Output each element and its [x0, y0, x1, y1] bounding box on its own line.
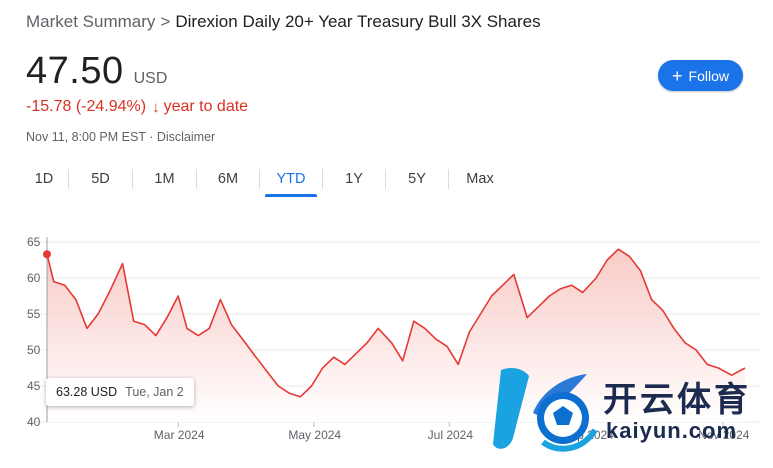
tab-divider	[448, 169, 449, 189]
watermark-logo: 开云体育 kaiyun.com	[483, 358, 773, 463]
x-tick-label: Jul 2024	[428, 428, 474, 442]
breadcrumb-current-security: Direxion Daily 20+ Year Treasury Bull 3X…	[175, 12, 541, 31]
tab-5d[interactable]: 5D	[91, 171, 110, 187]
x-tick-label: Nov 2024	[698, 428, 750, 442]
tooltip-date: Tue, Jan 2	[125, 385, 184, 399]
y-tick-label: 50	[27, 343, 41, 357]
tooltip-value: 63.28 USD	[56, 385, 118, 399]
price-change-period: year to date	[163, 98, 249, 115]
kaiyun-logo-icon	[493, 368, 598, 452]
y-tick-label: 45	[27, 379, 41, 393]
tab-1y[interactable]: 1Y	[345, 171, 363, 187]
quote-meta: Nov 11, 8:00 PM EST · Disclaimer	[26, 130, 215, 144]
y-tick-label: 60	[27, 271, 41, 285]
watermark-chinese-text: 开云体育	[603, 380, 751, 420]
plus-icon: +	[672, 65, 683, 86]
tab-ytd[interactable]: YTD	[260, 164, 322, 197]
y-tick-label: 40	[27, 415, 41, 429]
hover-point	[43, 250, 51, 259]
breadcrumb-separator: >	[160, 12, 171, 31]
tab-max[interactable]: Max	[466, 171, 494, 187]
tab-6m[interactable]: 6M	[217, 171, 239, 187]
x-tick-label: May 2024	[288, 428, 341, 442]
follow-button[interactable]: + Follow	[658, 60, 743, 91]
price-change-row: -15.78 (-24.94%) ↓ year to date	[26, 98, 248, 116]
tab-1d[interactable]: 1D	[34, 171, 54, 187]
follow-button-label: Follow	[688, 67, 729, 84]
tab-1m[interactable]: 1M	[154, 171, 175, 187]
watermark-url-text: kaiyun.com	[606, 418, 738, 443]
breadcrumb: Market Summary > Direxion Daily 20+ Year T…	[26, 12, 541, 32]
tab-5y[interactable]: 5Y	[408, 171, 426, 187]
y-axis-labels: 65 60 55 50 45 40	[27, 235, 41, 429]
range-tabs: 1D 5D 1M 6M YTD 1Y 5Y Max	[20, 164, 511, 198]
tab-divider	[259, 169, 260, 189]
price-row: 47.50 USD	[26, 50, 167, 93]
tab-divider	[322, 169, 323, 189]
arrow-down-icon: ↓	[152, 98, 160, 116]
tab-divider	[196, 169, 197, 189]
y-tick-label: 55	[27, 307, 41, 321]
tab-divider	[132, 169, 133, 189]
tab-divider	[385, 169, 386, 189]
price-currency: USD	[133, 70, 168, 87]
y-tick-label: 65	[27, 235, 41, 249]
current-price: 47.50	[26, 50, 124, 92]
price-change-value: -15.78 (-24.94%)	[26, 98, 147, 115]
quote-timestamp: Nov 11, 8:00 PM EST	[26, 130, 146, 144]
breadcrumb-market-summary-link[interactable]: Market Summary	[26, 12, 156, 31]
disclaimer-link[interactable]: Disclaimer	[156, 130, 216, 144]
tab-divider	[68, 169, 69, 189]
price-line	[46, 248, 746, 398]
chart-tooltip: 63.28 USD Tue, Jan 2	[46, 378, 194, 406]
meta-separator: ·	[149, 130, 154, 144]
x-tick-label: Mar 2024	[154, 428, 205, 442]
